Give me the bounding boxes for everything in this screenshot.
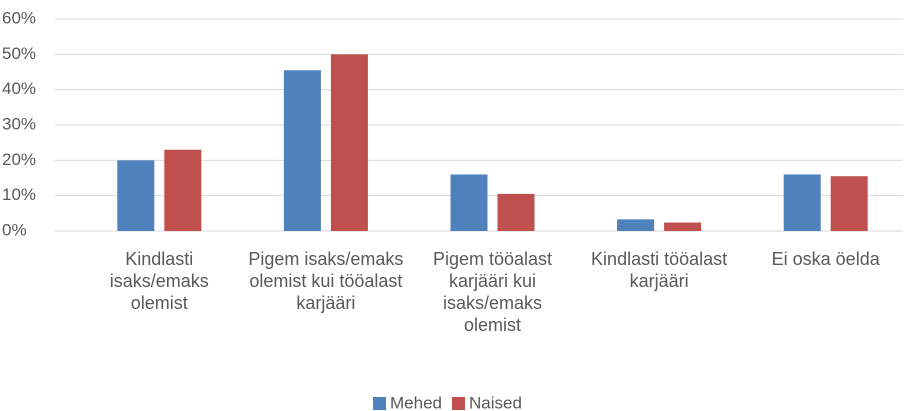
bar [330, 54, 368, 232]
y-tick-label: 10% [2, 185, 36, 204]
bar [450, 174, 488, 231]
legend-label: Mehed [390, 393, 442, 411]
y-tick-label: 60% [2, 8, 36, 27]
bar [164, 149, 202, 231]
x-tick-label: Kindlasti isaks/emaks olemist [109, 249, 209, 313]
legend-label: Naised [469, 393, 522, 411]
x-tick-label: Pigem tööalast karjääri kui isaks/emaks … [432, 249, 553, 335]
legend-swatch [373, 397, 386, 410]
bar [830, 176, 868, 231]
bar [117, 160, 155, 231]
y-tick-label: 50% [2, 44, 36, 63]
y-tick-label: 30% [2, 114, 36, 133]
bar [617, 219, 655, 231]
bar [497, 193, 535, 231]
x-tick-label: Ei oska öelda [771, 249, 880, 269]
y-tick-label: 0% [2, 220, 27, 239]
bar [783, 174, 821, 231]
y-tick-label: 20% [2, 150, 36, 169]
legend-swatch [451, 397, 465, 410]
bar [664, 222, 702, 231]
y-tick-label: 40% [2, 79, 36, 98]
bar [283, 70, 321, 231]
x-tick-label: Pigem isaks/emaks olemist kui tööalast k… [248, 249, 404, 313]
x-tick-label: Kindlasti tööalast karjääri [591, 249, 728, 291]
